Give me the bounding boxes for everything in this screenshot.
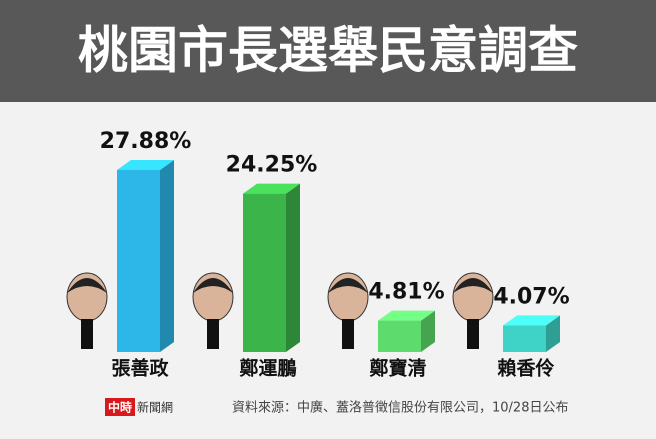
bar	[243, 193, 286, 352]
category-label: 鄭運鵬	[238, 357, 296, 380]
value-label: 24.25%	[226, 153, 318, 178]
value-label: 4.81%	[368, 280, 444, 305]
bar-top	[243, 183, 300, 194]
bar-top	[378, 310, 435, 321]
bar-side	[160, 159, 174, 352]
bar-side	[286, 183, 300, 352]
logo-mark: 中時	[108, 400, 132, 415]
avatar-body	[207, 319, 219, 349]
bar-top	[503, 315, 560, 326]
bar-side	[546, 315, 560, 352]
logo-box	[105, 398, 135, 416]
avatar-body	[81, 319, 93, 349]
category-label: 賴香伶	[497, 357, 554, 380]
avatar-hair	[193, 278, 233, 293]
bar	[117, 169, 160, 352]
category-label: 鄭寶清	[368, 357, 426, 380]
avatar-body	[467, 319, 479, 349]
avatar-hair	[453, 278, 493, 293]
avatar-hair	[328, 278, 368, 293]
value-label: 4.07%	[493, 284, 569, 309]
bar-side	[421, 310, 435, 352]
avatar-hair	[67, 278, 107, 293]
title-banner	[0, 0, 656, 102]
category-label: 張善政	[111, 357, 169, 380]
value-label: 27.88%	[100, 129, 192, 154]
bar	[503, 325, 546, 352]
avatar-body	[342, 319, 354, 349]
bar	[378, 320, 421, 352]
bar-top	[117, 159, 174, 170]
logo-text: 新聞網	[137, 400, 173, 415]
source-note: 資料來源：中廣、蓋洛普徵信股份有限公司，10/28日公布	[232, 401, 568, 416]
chart-title: 桃園市長選舉民意調查	[78, 22, 578, 80]
